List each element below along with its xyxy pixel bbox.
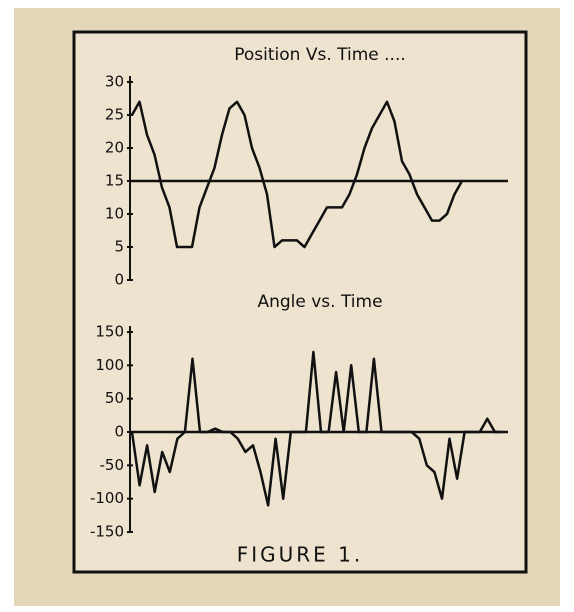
y-tick-label: 30 xyxy=(105,73,124,91)
y-tick-label: 150 xyxy=(95,323,124,341)
chart-title: Position Vs. Time .... xyxy=(234,45,406,65)
y-tick-label: -50 xyxy=(100,456,125,474)
y-tick-label: 25 xyxy=(105,106,124,124)
y-tick-label: -150 xyxy=(90,523,124,541)
y-tick-label: 100 xyxy=(95,356,124,374)
y-tick-label: 0 xyxy=(114,423,124,441)
y-tick-label: -100 xyxy=(90,489,124,507)
y-tick-label: 10 xyxy=(105,205,124,223)
y-tick-label: 50 xyxy=(105,389,124,407)
chart: FIGURE 1. Position Vs. Time .... 0 5 10 15 20… xyxy=(0,0,574,612)
caption: FIGURE 1. xyxy=(237,543,364,567)
y-tick-label: 0 xyxy=(114,271,124,289)
chart-title: Angle vs. Time xyxy=(257,292,382,312)
y-tick-label: 5 xyxy=(114,238,124,256)
y-tick-label: 20 xyxy=(105,139,124,157)
y-tick-label: 15 xyxy=(105,172,124,190)
